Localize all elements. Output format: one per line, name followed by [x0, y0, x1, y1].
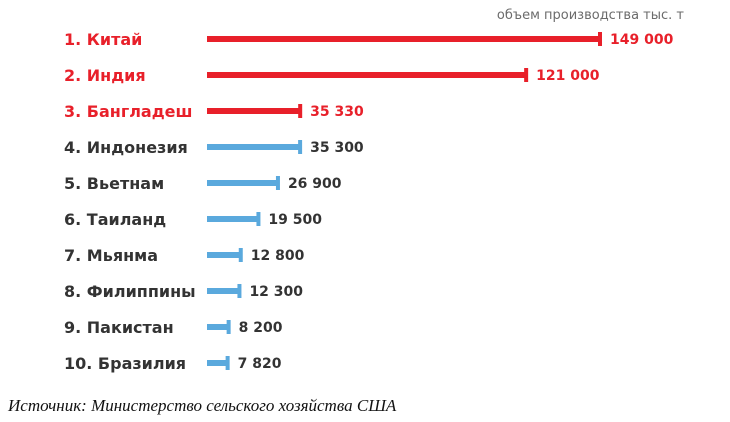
bar	[207, 252, 241, 258]
unit-label: объем производства тыс. т	[496, 8, 684, 23]
category-label: 8. Филиппины	[64, 282, 196, 301]
bar	[207, 324, 229, 330]
value-label: 35 330	[310, 104, 364, 120]
source-note: Источник: Министерство сельского хозяйст…	[8, 396, 397, 415]
category-label: 2. Индия	[64, 66, 146, 85]
bar	[207, 180, 278, 186]
bar	[207, 288, 240, 294]
value-label: 12 300	[249, 284, 303, 300]
bar	[207, 360, 228, 366]
category-label: 5. Вьетнам	[64, 174, 164, 193]
category-label: 10. Бразилия	[64, 354, 186, 373]
value-label: 12 800	[251, 248, 305, 264]
bar	[207, 144, 301, 150]
bar-end-cap	[237, 284, 242, 298]
bar-end-cap	[298, 104, 303, 118]
bar-end-cap	[275, 176, 280, 190]
category-label: 1. Китай	[64, 30, 142, 49]
value-label: 121 000	[536, 68, 600, 84]
category-label: 9. Пакистан	[64, 318, 174, 337]
bar-end-cap	[225, 356, 230, 370]
bar	[207, 216, 259, 222]
bar	[207, 108, 301, 114]
value-label: 149 000	[610, 32, 674, 48]
category-label: 4. Индонезия	[64, 138, 188, 157]
category-label: 3. Бангладеш	[64, 102, 192, 121]
bar-end-cap	[238, 248, 243, 262]
value-label: 35 300	[310, 140, 364, 156]
bar	[207, 36, 600, 42]
bar-end-cap	[524, 68, 529, 82]
value-label: 19 500	[268, 212, 322, 228]
value-label: 26 900	[288, 176, 342, 192]
category-label: 7. Мьянма	[64, 246, 158, 265]
bar-end-cap	[598, 32, 602, 46]
value-label: 8 200	[239, 320, 283, 336]
bar-end-cap	[298, 140, 303, 154]
value-label: 7 820	[238, 356, 282, 372]
bar-end-cap	[256, 212, 261, 226]
category-label: 6. Таиланд	[64, 210, 166, 229]
bar-end-cap	[226, 320, 231, 334]
bar	[207, 72, 527, 78]
